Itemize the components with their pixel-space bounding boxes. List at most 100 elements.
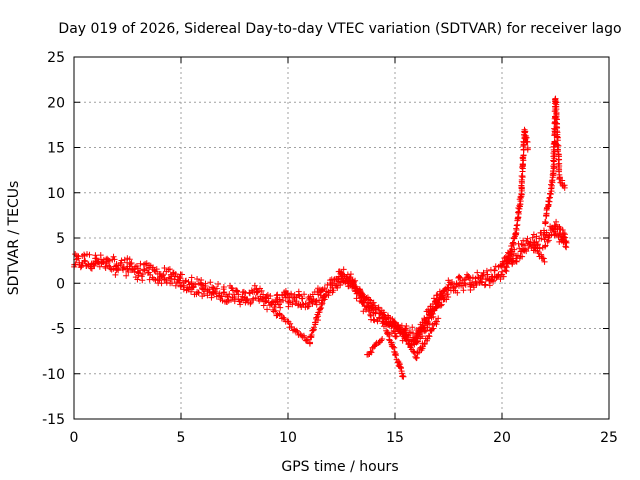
data-point bbox=[510, 257, 517, 264]
data-point bbox=[392, 333, 399, 340]
data-point bbox=[462, 281, 469, 288]
data-point bbox=[363, 306, 370, 313]
data-point bbox=[340, 266, 347, 273]
data-point bbox=[287, 320, 294, 327]
data-point bbox=[502, 267, 509, 274]
data-point bbox=[111, 256, 118, 263]
x-tick-label: 10 bbox=[279, 430, 297, 446]
data-point bbox=[312, 299, 319, 306]
data-point bbox=[513, 255, 520, 262]
data-point bbox=[285, 294, 292, 301]
data-point bbox=[318, 304, 325, 311]
data-point bbox=[202, 283, 209, 290]
data-point bbox=[288, 323, 295, 330]
data-point bbox=[243, 295, 250, 302]
data-point bbox=[414, 350, 421, 357]
data-point bbox=[238, 296, 245, 303]
data-point bbox=[216, 290, 223, 297]
data-point bbox=[138, 273, 145, 280]
data-point bbox=[75, 255, 82, 262]
data-point bbox=[552, 96, 559, 103]
data-point bbox=[210, 284, 217, 291]
data-point bbox=[482, 276, 489, 283]
data-point bbox=[295, 292, 302, 299]
data-point bbox=[200, 290, 207, 297]
data-point bbox=[409, 324, 416, 331]
data-point bbox=[352, 277, 359, 284]
data-point bbox=[494, 273, 501, 280]
data-point bbox=[547, 191, 554, 198]
data-point bbox=[82, 258, 89, 265]
data-point bbox=[440, 287, 447, 294]
data-point bbox=[519, 161, 526, 168]
data-point bbox=[367, 297, 374, 304]
x-tick-label: 20 bbox=[493, 430, 511, 446]
data-point bbox=[289, 301, 296, 308]
data-point bbox=[194, 288, 201, 295]
data-point bbox=[341, 272, 348, 279]
data-point bbox=[524, 146, 531, 153]
data-point bbox=[421, 317, 428, 324]
data-point bbox=[437, 294, 444, 301]
data-point bbox=[469, 274, 476, 281]
data-point bbox=[81, 252, 88, 259]
data-point bbox=[398, 365, 405, 372]
data-point bbox=[123, 272, 130, 279]
data-point bbox=[474, 269, 481, 276]
data-point bbox=[438, 295, 445, 302]
data-point bbox=[444, 284, 451, 291]
data-point bbox=[233, 288, 240, 295]
data-point bbox=[520, 139, 527, 146]
y-axis-label: SDTVAR / TECUs bbox=[6, 181, 22, 296]
data-point bbox=[554, 137, 561, 144]
data-point bbox=[433, 318, 440, 325]
data-point bbox=[467, 275, 474, 282]
data-point bbox=[470, 282, 477, 289]
data-point bbox=[147, 271, 154, 278]
data-point bbox=[380, 309, 387, 316]
data-point bbox=[390, 343, 397, 350]
data-point bbox=[497, 276, 504, 283]
x-tick-label: 25 bbox=[600, 430, 618, 446]
data-point bbox=[301, 291, 308, 298]
data-point bbox=[163, 277, 170, 284]
data-point bbox=[533, 238, 540, 245]
data-point bbox=[370, 299, 377, 306]
data-point bbox=[520, 152, 527, 159]
data-point bbox=[438, 301, 445, 308]
data-point bbox=[481, 282, 488, 289]
data-point bbox=[440, 288, 447, 295]
y-tick-label: 10 bbox=[47, 186, 65, 202]
data-point bbox=[554, 226, 561, 233]
y-tick-label: -15 bbox=[42, 412, 65, 428]
data-point bbox=[421, 323, 428, 330]
data-point bbox=[410, 348, 417, 355]
data-point bbox=[251, 282, 258, 289]
data-point bbox=[327, 287, 334, 294]
data-point bbox=[368, 349, 375, 356]
data-point bbox=[372, 341, 379, 348]
data-point bbox=[403, 337, 410, 344]
data-point bbox=[272, 307, 279, 314]
data-point bbox=[523, 248, 530, 255]
data-point bbox=[178, 271, 185, 278]
data-point bbox=[131, 269, 138, 276]
data-point bbox=[158, 280, 165, 287]
data-point bbox=[428, 311, 435, 318]
data-point bbox=[347, 274, 354, 281]
data-point bbox=[126, 263, 133, 270]
data-point bbox=[540, 255, 547, 262]
data-point bbox=[258, 287, 265, 294]
data-point bbox=[262, 298, 269, 305]
data-point bbox=[293, 327, 300, 334]
data-point bbox=[361, 302, 368, 309]
data-point bbox=[529, 234, 536, 241]
y-tick-label: 20 bbox=[47, 95, 65, 111]
data-point bbox=[426, 333, 433, 340]
data-point bbox=[444, 291, 451, 298]
data-point bbox=[456, 274, 463, 281]
data-point bbox=[385, 315, 392, 322]
data-point bbox=[525, 245, 532, 252]
data-point bbox=[177, 275, 184, 282]
